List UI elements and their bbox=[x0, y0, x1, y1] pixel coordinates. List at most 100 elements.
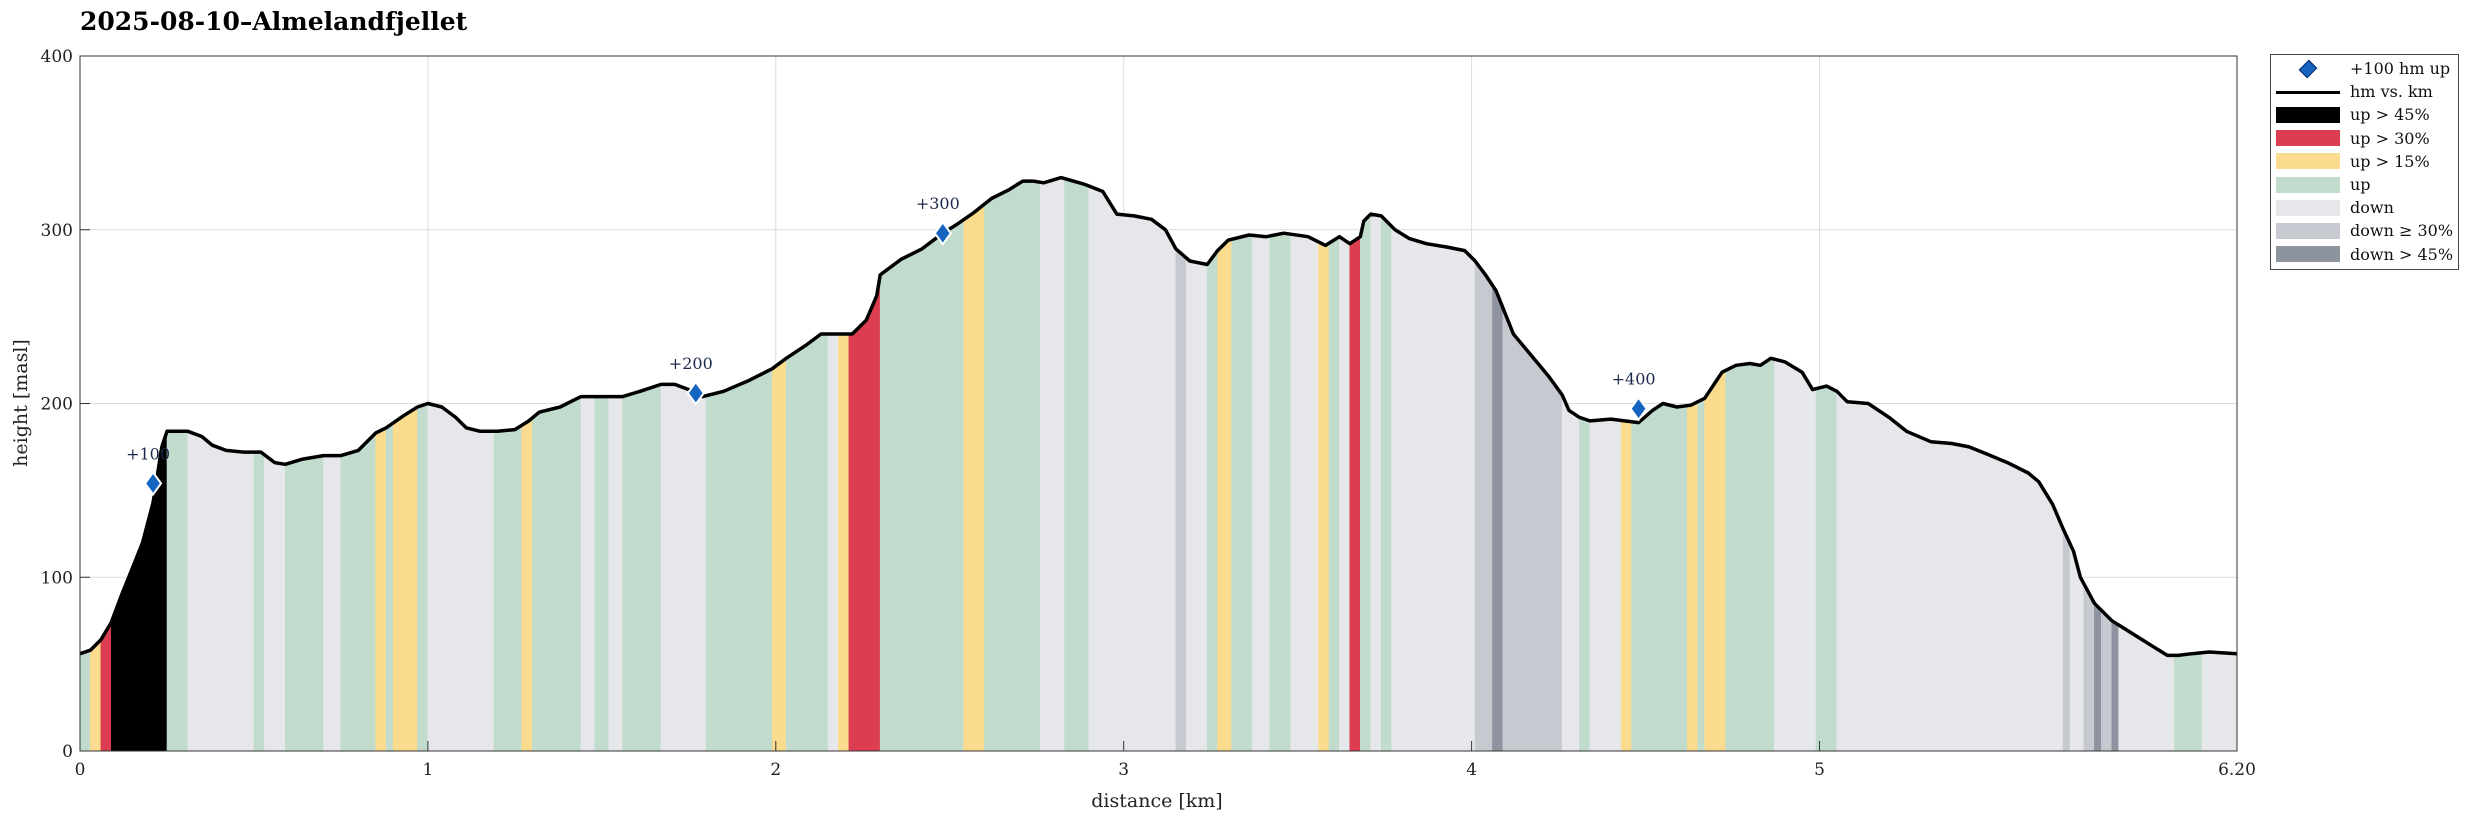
slope-segment bbox=[879, 219, 965, 752]
slope-segment bbox=[608, 396, 624, 752]
y-axis-label: height [masl] bbox=[10, 339, 32, 467]
x-tick-label: 0 bbox=[75, 760, 86, 780]
slope-segment bbox=[1039, 177, 1065, 752]
slope-segment bbox=[375, 427, 387, 752]
slope-segment bbox=[1540, 366, 1563, 752]
x-tick-label: 1 bbox=[422, 760, 433, 780]
chart-title: 2025-08-10–Almelandfjellet bbox=[80, 7, 468, 36]
slope-segment bbox=[521, 417, 533, 752]
legend-diamond-icon bbox=[2276, 60, 2340, 78]
legend-label: up > 15% bbox=[2350, 151, 2430, 171]
legend-label: up > 30% bbox=[2350, 128, 2430, 148]
slope-segment bbox=[2174, 652, 2203, 752]
slope-segment bbox=[417, 403, 429, 752]
slope-segment bbox=[1561, 394, 1580, 752]
legend-label: up bbox=[2350, 175, 2371, 195]
slope-segment bbox=[1620, 420, 1632, 752]
legend-label: hm vs. km bbox=[2350, 82, 2433, 102]
legend-swatch bbox=[2276, 176, 2340, 193]
slope-segment bbox=[1474, 260, 1493, 752]
milestone-marker bbox=[686, 380, 706, 406]
legend-entry: down > 45% bbox=[2271, 243, 2458, 266]
slope-segment bbox=[838, 333, 850, 752]
legend-label: down ≥ 30% bbox=[2350, 221, 2454, 241]
slope-segment bbox=[1349, 236, 1361, 752]
y-tick-label: 200 bbox=[41, 395, 73, 415]
plot-area: 0 1 2 3 4 5 6.20 0 100 200 300 400 +100 +200 +300 +400 bbox=[41, 47, 2256, 780]
legend-entry: up > 30% bbox=[2271, 127, 2458, 150]
slope-segment bbox=[1318, 241, 1330, 752]
slope-segment bbox=[284, 455, 324, 752]
legend-swatch bbox=[2276, 222, 2340, 239]
slope-segment bbox=[493, 424, 523, 752]
slope-segment bbox=[1088, 185, 1177, 752]
slope-segment bbox=[166, 430, 189, 752]
slope-segment bbox=[1492, 284, 1504, 752]
slope-segment bbox=[594, 396, 610, 752]
slope-segment bbox=[2094, 602, 2102, 752]
slope-segment bbox=[385, 422, 394, 752]
legend-swatch bbox=[2276, 106, 2340, 123]
slope-segment bbox=[1360, 213, 1371, 752]
slope-segment bbox=[963, 203, 985, 752]
legend-entry: up > 45% bbox=[2271, 103, 2458, 126]
legend-label: down bbox=[2350, 198, 2394, 218]
slope-segment bbox=[1217, 238, 1232, 752]
milestone-marker bbox=[143, 470, 163, 497]
slope-segment bbox=[187, 430, 255, 752]
slope-segment bbox=[1339, 236, 1351, 752]
legend-swatch bbox=[2276, 130, 2340, 147]
slope-segment bbox=[1186, 257, 1208, 752]
x-axis-label: distance [km] bbox=[1091, 790, 1222, 812]
legend-entry: up bbox=[2271, 173, 2458, 196]
slope-segment bbox=[1631, 403, 1688, 752]
slope-segment bbox=[427, 403, 495, 752]
y-tick-label: 0 bbox=[62, 742, 73, 762]
slope-segment bbox=[1697, 397, 1705, 752]
slope-segment bbox=[79, 649, 91, 752]
slope-segment bbox=[1380, 215, 1392, 752]
milestone-label: +100 bbox=[126, 444, 170, 463]
slope-segment bbox=[264, 454, 286, 752]
slope-segment bbox=[340, 432, 377, 752]
slope-segment bbox=[1774, 358, 1817, 752]
slope-segment bbox=[1725, 357, 1775, 752]
slope-segment bbox=[2201, 651, 2238, 752]
y-tick-label: 400 bbox=[41, 47, 73, 67]
slope-segment bbox=[1391, 225, 1476, 752]
slope-segment bbox=[100, 621, 112, 752]
slope-segment bbox=[785, 333, 829, 752]
x-tick-label: 4 bbox=[1466, 760, 1477, 780]
slope-segment bbox=[1290, 233, 1319, 752]
legend-line-icon bbox=[2276, 83, 2340, 101]
slope-segment bbox=[1252, 234, 1271, 752]
slope-segment bbox=[580, 396, 596, 752]
slope-segment bbox=[2101, 609, 2113, 752]
slope-segment bbox=[1231, 234, 1253, 752]
milestone-label: +400 bbox=[1612, 370, 1656, 389]
legend-swatch bbox=[2276, 246, 2340, 263]
milestone-label: +300 bbox=[916, 194, 960, 213]
slope-segment bbox=[1815, 385, 1838, 752]
x-tick-label: 5 bbox=[1814, 760, 1825, 780]
slope-segment bbox=[1328, 236, 1340, 752]
legend-entry: hm vs. km bbox=[2271, 80, 2458, 103]
milestone-marker bbox=[1629, 396, 1648, 422]
slope-segment bbox=[2111, 620, 2119, 752]
legend-label: +100 hm up bbox=[2350, 59, 2451, 79]
slope-segment bbox=[1269, 232, 1291, 752]
slope-segment bbox=[2083, 583, 2095, 752]
legend-label: down > 45% bbox=[2350, 244, 2454, 264]
slope-segment bbox=[2062, 528, 2071, 752]
milestone-label: +200 bbox=[669, 354, 713, 373]
legend-entry: down ≥ 30% bbox=[2271, 219, 2458, 242]
slope-segment bbox=[392, 406, 418, 752]
milestone-marker bbox=[933, 220, 953, 246]
legend-label: up > 45% bbox=[2350, 105, 2430, 125]
slope-segment bbox=[531, 396, 582, 752]
legend-entry: down bbox=[2271, 196, 2458, 219]
slope-segment bbox=[1206, 249, 1218, 752]
slope-segment bbox=[1370, 213, 1382, 752]
x-tick-label: 6.20 bbox=[2218, 760, 2256, 780]
